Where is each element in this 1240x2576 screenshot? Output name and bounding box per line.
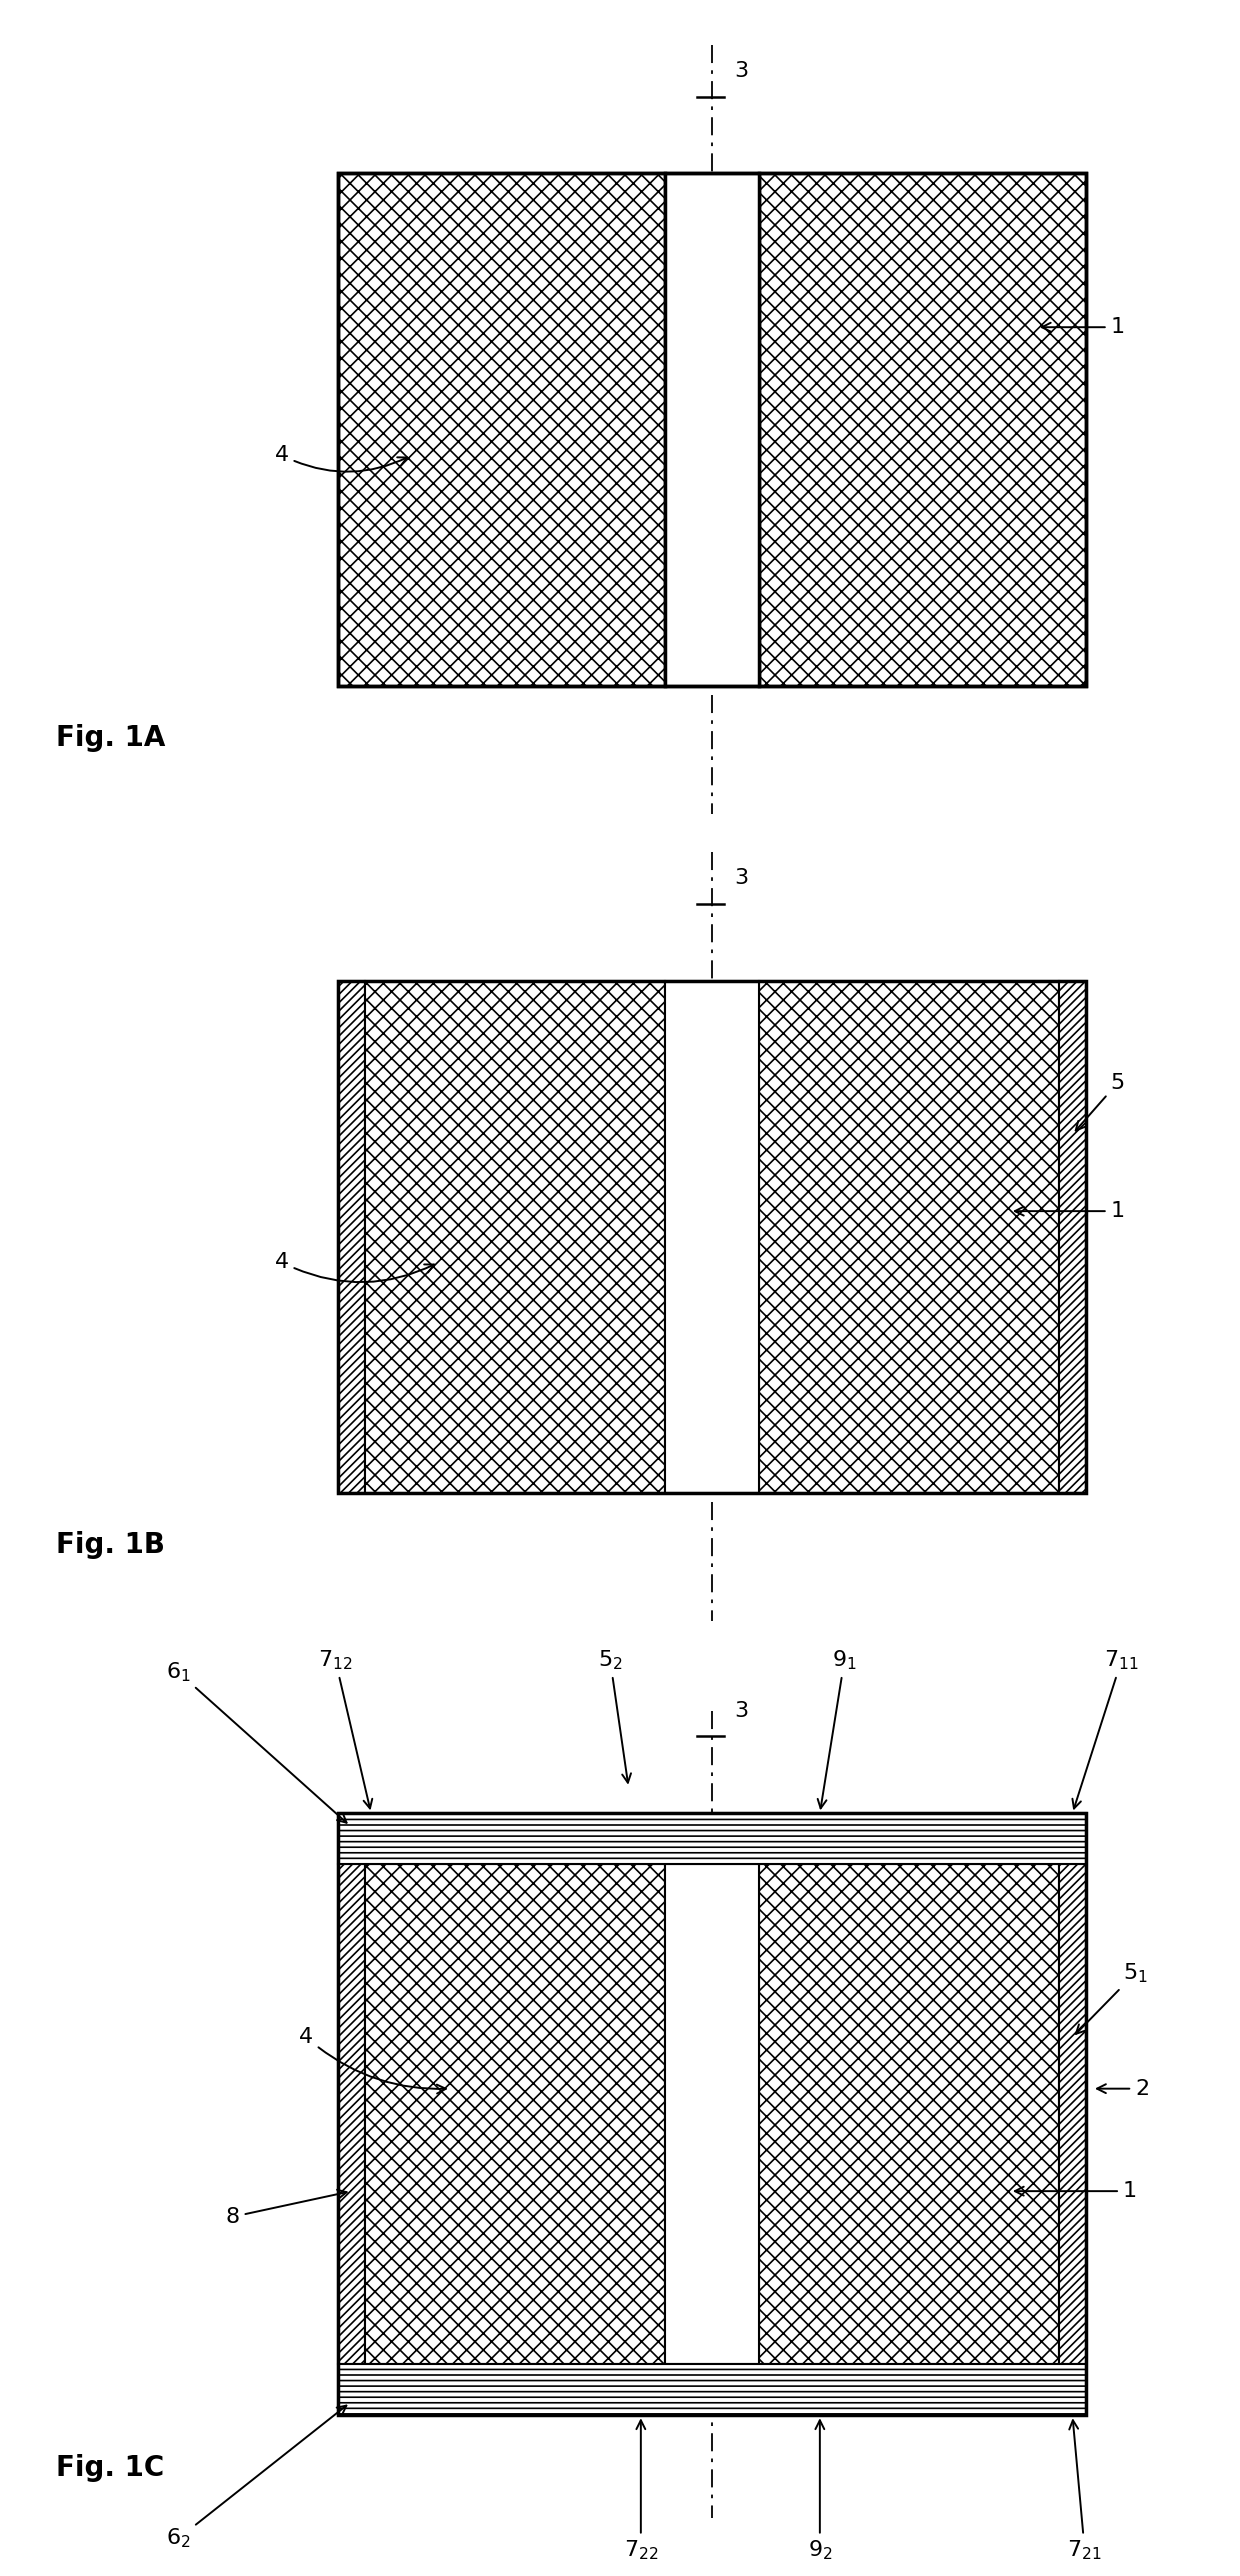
Bar [759,981,1059,1494]
Bar [759,173,1086,685]
Bar [1059,1865,1086,2365]
Text: 7$_{21}$: 7$_{21}$ [1068,2421,1102,2563]
Bar [339,981,1086,1494]
Bar [339,981,365,1494]
Text: 4: 4 [275,1252,434,1283]
Text: Fig. 1B: Fig. 1B [56,1530,165,1558]
Text: 3: 3 [734,62,748,82]
Text: 7$_{12}$: 7$_{12}$ [319,1649,372,1808]
Text: 4: 4 [299,2027,446,2094]
Bar [666,173,759,685]
Bar [339,1814,1086,2416]
Text: 5$_2$: 5$_2$ [598,1649,631,1783]
Bar [666,981,759,1494]
Bar [365,1865,666,2365]
Text: 3: 3 [734,868,748,889]
Bar [339,173,1086,685]
Bar [1059,981,1086,1494]
Text: 6$_2$: 6$_2$ [166,2406,346,2550]
Bar [339,2365,1086,2416]
Text: 1: 1 [1042,317,1125,337]
Text: 9$_1$: 9$_1$ [817,1649,857,1808]
Text: Fig. 1A: Fig. 1A [56,724,165,752]
Text: 3: 3 [734,1700,748,1721]
Bar [666,1865,759,2365]
Text: 5$_1$: 5$_1$ [1076,1960,1147,2035]
Text: 1: 1 [1014,1200,1125,1221]
Text: 7$_{11}$: 7$_{11}$ [1073,1649,1138,1808]
Text: 2: 2 [1097,2079,1149,2099]
Bar [339,173,666,685]
Text: 9$_2$: 9$_2$ [807,2421,832,2563]
Bar [365,981,666,1494]
Text: 6$_1$: 6$_1$ [166,1662,346,1824]
Text: 4: 4 [275,446,407,471]
Text: 1: 1 [1014,2182,1137,2200]
Text: 8: 8 [226,2190,347,2226]
Text: Fig. 1C: Fig. 1C [56,2455,164,2481]
Bar [339,1814,1086,1865]
Text: 5: 5 [1076,1074,1125,1131]
Bar [339,1865,365,2365]
Text: 7$_{22}$: 7$_{22}$ [624,2421,658,2563]
Bar [759,1865,1059,2365]
